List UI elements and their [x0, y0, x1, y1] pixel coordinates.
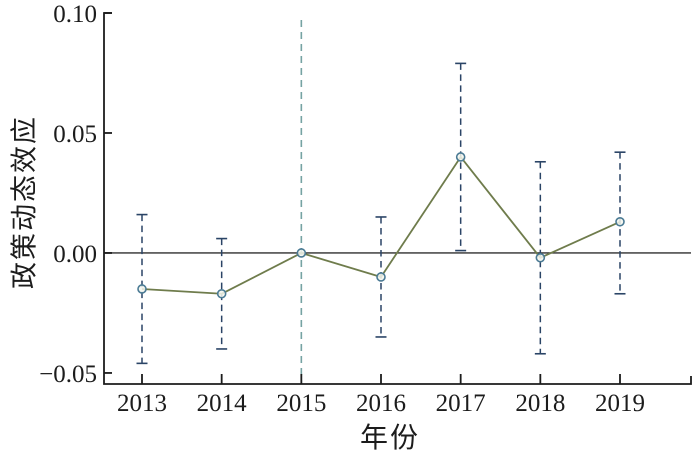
x-tick-label: 2015: [276, 390, 326, 417]
data-point-marker: [535, 252, 546, 263]
y-tick-label: −0.05: [39, 361, 97, 388]
y-axis-label: 政策动态效应: [9, 115, 40, 289]
data-point-marker: [137, 284, 147, 294]
y-tick-label: 0.05: [53, 121, 97, 148]
data-point-marker: [455, 152, 466, 162]
y-tick-label: 0.00: [53, 241, 97, 268]
axes-spines: [103, 12, 692, 385]
x-tick-label: 2013: [117, 390, 167, 417]
data-point-marker: [615, 216, 625, 227]
data-point-marker: [216, 288, 227, 299]
x-tick-label: 2014: [197, 390, 248, 417]
data-point-marker: [376, 272, 386, 282]
x-tick-label: 2017: [436, 390, 486, 417]
data-point-marker: [296, 248, 307, 258]
x-axis-label: 年份: [359, 423, 421, 452]
x-tick-label: 2016: [356, 390, 406, 417]
y-tick-label: 0.10: [53, 1, 97, 28]
x-tick-label: 2019: [595, 390, 645, 417]
x-tick-label: 2018: [515, 390, 565, 417]
